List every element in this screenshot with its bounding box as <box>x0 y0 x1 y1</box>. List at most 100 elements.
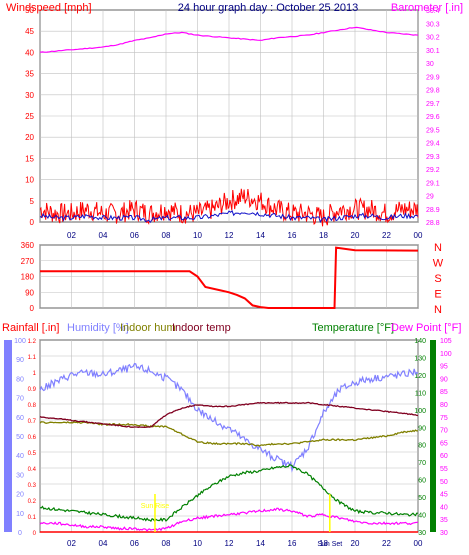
compass-label: E <box>434 289 441 301</box>
dewpoint-tick-label: 65 <box>440 440 448 447</box>
hour-tick-label: 04 <box>99 231 108 240</box>
temperature-tick-label: 60 <box>418 478 426 485</box>
barometer-tick-label: 29.5 <box>426 127 440 134</box>
sunrise-label: Sun Rise <box>141 503 170 510</box>
hour-tick-label: 20 <box>351 539 360 548</box>
direction-degree-ticks: 0 90 180 270 360 <box>21 241 35 313</box>
temperature-tick-label: 90 <box>418 425 426 432</box>
rainfall-tick-label: 1.1 <box>28 355 37 361</box>
hour-tick-label: 02 <box>67 231 76 240</box>
temperature-tick-label: 30 <box>418 530 426 537</box>
humidity-ticks: 0 10 20 30 40 50 60 70 80 90 100 <box>14 338 26 537</box>
rainfall-ticks: 0 0.1 0.2 0.3 0.4 0.5 0.6 0.7 0.8 0.9 1 1.1 1.2 <box>28 339 37 537</box>
barometer-tick-label: 30.4 <box>426 8 440 15</box>
dewpoint-tick-label: 50 <box>440 479 448 486</box>
temperature-tick-label: 70 <box>418 460 426 467</box>
humidity-axis-bar <box>4 340 12 532</box>
windspeed-tick-label: 40 <box>25 48 34 57</box>
direction-series <box>40 246 419 309</box>
hour-tick-label: 00 <box>414 539 423 548</box>
legend-temperature: Temperature [°F] <box>312 322 394 334</box>
dewpoint-tick-label: 40 <box>440 504 448 511</box>
temperature-tick-label: 80 <box>418 443 426 450</box>
humidity-tick-label: 0 <box>18 530 22 537</box>
temperature-tick-label: 50 <box>418 495 426 502</box>
windspeed-axis-label: Windspeed [mph] <box>6 2 92 14</box>
barometer-tick-label: 29.9 <box>426 74 440 81</box>
barometer-tick-label: 28.8 <box>426 220 440 227</box>
direction-tick-label: 90 <box>25 288 34 297</box>
legend-indoor-temp: Indoor temp <box>172 322 231 334</box>
sun-markers: Sun Rise Sun Set <box>141 494 342 548</box>
windspeed-ticks: 0 5 10 15 20 25 30 35 40 45 50 <box>25 6 34 227</box>
temperature-tick-label: 140 <box>414 338 426 345</box>
barometer-tick-label: 29.6 <box>426 114 440 121</box>
rht-x-ticks: 02 04 06 08 10 12 14 16 18 20 22 00 <box>67 539 423 548</box>
dew-point-line <box>39 507 419 532</box>
dewpoint-tick-label: 70 <box>440 428 448 435</box>
hour-tick-label: 02 <box>67 539 76 548</box>
barometer-tick-label: 29 <box>426 194 434 201</box>
hour-tick-label: 18 <box>319 231 328 240</box>
dewpoint-tick-label: 75 <box>440 415 448 422</box>
wind-baro-grid <box>39 9 419 223</box>
rainfall-tick-label: 0.9 <box>28 387 37 393</box>
dewpoint-tick-label: 105 <box>440 338 452 345</box>
dewpoint-tick-label: 85 <box>440 389 448 396</box>
rht-series <box>39 362 419 533</box>
rainfall-tick-label: 0.7 <box>28 419 37 425</box>
barometer-tick-label: 28.9 <box>426 207 440 214</box>
rht-grid <box>39 339 419 533</box>
hour-tick-label: 16 <box>288 231 297 240</box>
humidity-tick-label: 50 <box>16 434 24 441</box>
hour-tick-label: 20 <box>351 231 360 240</box>
chart-title: 24 hour graph day : October 25 2013 <box>178 2 358 14</box>
hour-tick-label: 14 <box>256 231 265 240</box>
legend-dew-point: Dew Point [°F] <box>391 322 461 334</box>
wind-baro-series <box>39 26 419 227</box>
humidity-tick-label: 20 <box>16 492 24 499</box>
dewpoint-tick-label: 35 <box>440 517 448 524</box>
humidity-tick-label: 100 <box>14 338 26 345</box>
windspeed-line <box>39 188 419 227</box>
hour-tick-label: 06 <box>130 231 139 240</box>
direction-grid <box>39 244 419 309</box>
legend-rainfall: Rainfall [.in] <box>2 322 59 334</box>
rainfall-tick-label: 0.2 <box>28 499 37 505</box>
temperature-tick-label: 120 <box>414 373 426 380</box>
legend-humidity: Humidity [%] <box>67 322 129 334</box>
dewpoint-tick-label: 100 <box>440 351 452 358</box>
rainfall-tick-label: 0.8 <box>28 403 37 409</box>
rainfall-tick-label: 1.2 <box>28 339 37 345</box>
legend-indoor-hum: Indoor hum <box>120 322 176 334</box>
hour-tick-label: 08 <box>162 231 171 240</box>
dewpoint-tick-label: 30 <box>440 530 448 537</box>
hour-tick-label: 06 <box>130 539 139 548</box>
temperature-ticks: 30 40 50 60 70 80 90 100 110 120 130 140 <box>414 338 426 537</box>
hour-tick-label: 22 <box>382 231 391 240</box>
windspeed-tick-label: 20 <box>25 133 34 142</box>
dewpoint-tick-label: 95 <box>440 364 448 371</box>
barometer-ticks: 28.8 28.9 29 29.1 29.2 29.3 29.4 29.5 29.6 29.7 29… <box>426 8 440 227</box>
wind-baro-x-ticks: 02 04 06 08 10 12 14 16 18 20 22 00 <box>67 231 423 240</box>
temperature-line <box>39 464 418 523</box>
temperature-tick-label: 100 <box>414 408 426 415</box>
humidity-tick-label: 40 <box>16 453 24 460</box>
hour-tick-label: 14 <box>256 539 265 548</box>
rht-legend: Rainfall [.in] Humidity [%] Indoor hum I… <box>2 322 461 334</box>
dewpoint-tick-label: 55 <box>440 466 448 473</box>
hour-tick-label: 10 <box>193 539 202 548</box>
wind-direction-line <box>40 246 419 309</box>
dewpoint-ticks: 30 35 40 45 50 55 60 65 70 75 80 85 90 95 100 105 <box>440 338 452 537</box>
temperature-axis-bar <box>430 340 436 532</box>
barometer-line <box>39 26 419 53</box>
dewpoint-tick-label: 90 <box>440 376 448 383</box>
hour-tick-label: 04 <box>99 539 108 548</box>
hour-tick-label: 12 <box>225 231 234 240</box>
barometer-tick-label: 29.7 <box>426 101 440 108</box>
windspeed-tick-label: 50 <box>25 6 34 15</box>
